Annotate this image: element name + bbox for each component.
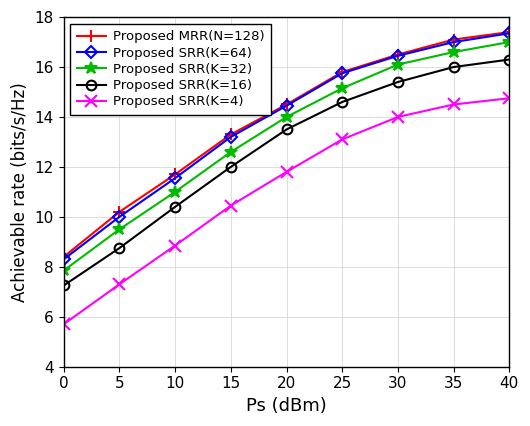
Proposed MRR(N=128) xyxy=(395,52,401,57)
Proposed MRR(N=128) xyxy=(172,172,178,177)
Proposed SRR(K=64) xyxy=(284,103,290,108)
Proposed SRR(K=16) xyxy=(172,204,178,210)
Proposed MRR(N=128) xyxy=(284,102,290,107)
Proposed SRR(K=16) xyxy=(116,245,122,250)
Proposed SRR(K=16) xyxy=(60,283,67,288)
Proposed SRR(K=32) xyxy=(450,49,457,55)
Proposed SRR(K=64) xyxy=(116,214,122,219)
Proposed MRR(N=128) xyxy=(506,29,513,35)
Proposed SRR(K=16) xyxy=(450,64,457,69)
Proposed SRR(K=32) xyxy=(172,189,178,194)
Y-axis label: Achievable rate (bits/s/Hz): Achievable rate (bits/s/Hz) xyxy=(11,82,29,302)
Proposed SRR(K=64) xyxy=(395,53,401,58)
Line: Proposed MRR(N=128): Proposed MRR(N=128) xyxy=(58,26,516,263)
Proposed SRR(K=4) xyxy=(450,102,457,107)
Proposed SRR(K=32) xyxy=(506,40,513,45)
Proposed SRR(K=64) xyxy=(506,31,513,36)
Proposed SRR(K=16) xyxy=(228,164,234,170)
Proposed MRR(N=128) xyxy=(339,69,346,75)
Proposed MRR(N=128) xyxy=(116,209,122,214)
Proposed SRR(K=4) xyxy=(116,282,122,287)
Legend: Proposed MRR(N=128), Proposed SRR(K=64), Proposed SRR(K=32), Proposed SRR(K=16),: Proposed MRR(N=128), Proposed SRR(K=64),… xyxy=(70,24,271,115)
Proposed SRR(K=16) xyxy=(284,127,290,132)
Proposed MRR(N=128) xyxy=(228,132,234,137)
Proposed SRR(K=64) xyxy=(228,134,234,139)
Proposed MRR(N=128) xyxy=(450,37,457,42)
Proposed SRR(K=64) xyxy=(339,71,346,76)
Proposed SRR(K=4) xyxy=(172,243,178,248)
Proposed SRR(K=32) xyxy=(116,227,122,232)
Proposed SRR(K=16) xyxy=(506,57,513,62)
Proposed SRR(K=4) xyxy=(506,96,513,101)
Proposed SRR(K=4) xyxy=(395,115,401,120)
Proposed SRR(K=16) xyxy=(339,99,346,104)
Line: Proposed SRR(K=64): Proposed SRR(K=64) xyxy=(59,29,514,263)
Line: Proposed SRR(K=16): Proposed SRR(K=16) xyxy=(59,55,514,291)
Proposed SRR(K=4) xyxy=(284,169,290,174)
Proposed SRR(K=32) xyxy=(284,115,290,120)
Proposed SRR(K=64) xyxy=(60,257,67,262)
Proposed SRR(K=64) xyxy=(450,40,457,45)
Line: Proposed SRR(K=4): Proposed SRR(K=4) xyxy=(58,92,516,331)
Proposed SRR(K=4) xyxy=(228,203,234,208)
Proposed SRR(K=32) xyxy=(395,62,401,67)
Proposed SRR(K=4) xyxy=(60,322,67,327)
Proposed MRR(N=128) xyxy=(60,254,67,259)
Proposed SRR(K=32) xyxy=(339,86,346,91)
Proposed SRR(K=32) xyxy=(228,150,234,155)
X-axis label: Ps (dBm): Ps (dBm) xyxy=(246,397,327,415)
Proposed SRR(K=32) xyxy=(60,268,67,273)
Line: Proposed SRR(K=32): Proposed SRR(K=32) xyxy=(58,36,516,277)
Proposed SRR(K=64) xyxy=(172,176,178,181)
Proposed SRR(K=4) xyxy=(339,137,346,142)
Proposed SRR(K=16) xyxy=(395,80,401,85)
